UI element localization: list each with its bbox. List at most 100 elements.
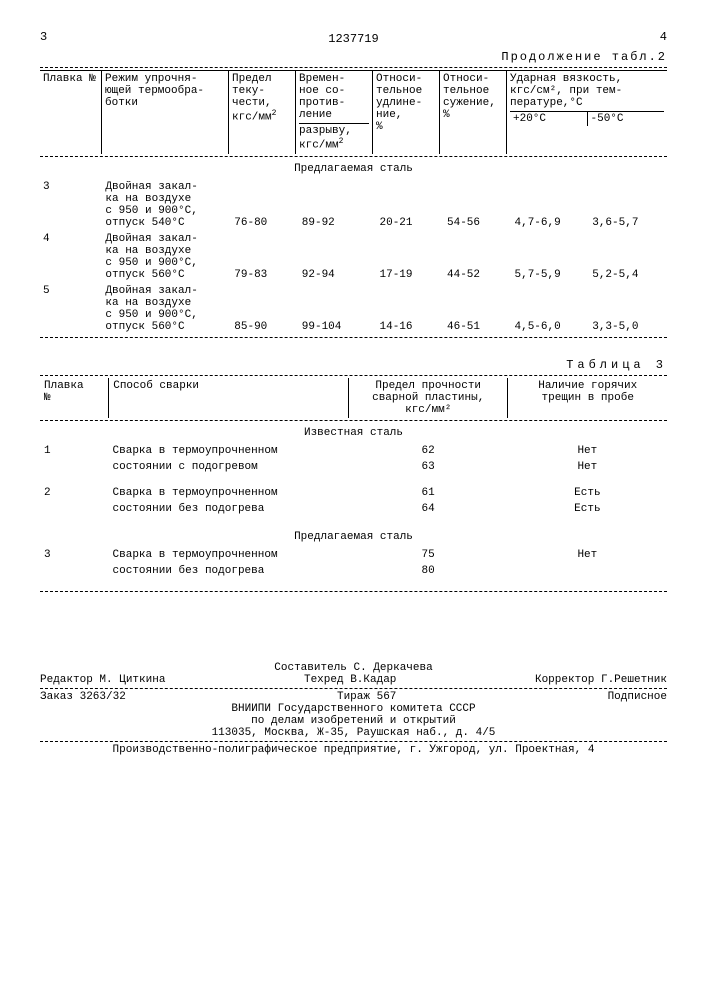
- cell-tensile: 99-104: [299, 283, 377, 335]
- cell-plavka: 3: [40, 547, 109, 563]
- table-3: Плавка№ Способ сварки Предел прочностисв…: [40, 378, 667, 418]
- cell-strength: 62: [348, 443, 507, 459]
- printer: Производственно-полиграфическое предприя…: [40, 744, 667, 756]
- cell-cracks: Есть: [508, 501, 667, 517]
- cell-strength: 75: [348, 547, 507, 563]
- table-row: 2Сварка в термоупрочненном61Есть: [40, 485, 667, 501]
- table-row: 1Сварка в термоупрочненном62Нет: [40, 443, 667, 459]
- divider: [40, 420, 667, 421]
- cell-strength: 80: [348, 563, 507, 579]
- continuation-label: Продолжение табл.2: [40, 50, 667, 64]
- cell-yield: 79-83: [231, 231, 299, 283]
- tirazh: Тираж 567: [337, 691, 396, 703]
- credits-row: Редактор М. Циткина Техред В.Кадар Корре…: [40, 674, 667, 686]
- table-3-title: Таблица 3: [40, 358, 667, 372]
- table-2: Плавка № Режим упрочня-ющей термообра-бо…: [40, 70, 667, 154]
- cell-cracks: Нет: [508, 443, 667, 459]
- cell-method: состоянии без подогрева: [109, 501, 349, 517]
- divider: [40, 741, 667, 742]
- corrector: Корректор Г.Решетник: [535, 674, 667, 686]
- page-num-right: 4: [660, 30, 667, 44]
- page-num-left: 3: [40, 30, 47, 44]
- col-plavka: Плавка №: [40, 71, 102, 154]
- subscription: Подписное: [608, 691, 667, 703]
- cell-cracks: Нет: [508, 459, 667, 475]
- cell-t20: 4,7-6,9: [512, 179, 590, 231]
- order-row: Заказ 3263/32 Тираж 567 Подписное: [40, 691, 667, 703]
- cell-cracks: Нет: [508, 547, 667, 563]
- table-row: состоянии без подогрева80: [40, 563, 667, 579]
- cell-elong: 14-16: [377, 283, 445, 335]
- cell-narrow: 44-52: [444, 231, 512, 283]
- cell-plavka: 2: [40, 485, 109, 501]
- table-row: 3Двойная закал-ка на воздухес 950 и 900°…: [40, 179, 667, 231]
- table-row: состоянии без подогрева64Есть: [40, 501, 667, 517]
- cell-cracks: Есть: [508, 485, 667, 501]
- divider: [40, 375, 667, 376]
- cell-tensile: 89-92: [299, 179, 377, 231]
- table-2-header-row: Плавка № Режим упрочня-ющей термообра-бо…: [40, 71, 667, 154]
- address: 113035, Москва, Ж-35, Раушская наб., д. …: [40, 727, 667, 739]
- table-3-section-proposed: Предлагаемая сталь: [40, 527, 667, 547]
- table-row: 3Сварка в термоупрочненном75Нет: [40, 547, 667, 563]
- cell-method: Сварка в термоупрочненном: [109, 547, 349, 563]
- table-3-header-row: Плавка№ Способ сварки Предел прочностисв…: [40, 378, 667, 418]
- col-elong: Относи-тельноеудлине-ние,%: [373, 71, 440, 154]
- col-t50: -50°С: [587, 112, 665, 126]
- table-row: 4Двойная закал-ка на воздухес 950 и 900°…: [40, 231, 667, 283]
- cell-method: Сварка в термоупрочненном: [109, 485, 349, 501]
- cell-plavka: 3: [40, 179, 102, 231]
- divider: [40, 67, 667, 68]
- cell-plavka: [40, 563, 109, 579]
- col-regime: Режим упрочня-ющей термообра-ботки: [102, 71, 229, 154]
- cell-plavka: 4: [40, 231, 102, 283]
- cell-method: состоянии с подогревом: [109, 459, 349, 475]
- org2: по делам изобретений и открытий: [40, 715, 667, 727]
- divider: [40, 688, 667, 689]
- divider: [40, 591, 667, 592]
- cell-plavka: [40, 459, 109, 475]
- cell-regime: Двойная закал-ка на воздухес 950 и 900°С…: [102, 179, 231, 231]
- cell-elong: 17-19: [377, 231, 445, 283]
- table-2-section: Предлагаемая сталь: [40, 159, 667, 179]
- cell-tensile: 92-94: [299, 231, 377, 283]
- col-tensile: Времен-ное со-против-лениеразрыву,кгс/мм…: [296, 71, 373, 154]
- table-2-body: 3Двойная закал-ка на воздухес 950 и 900°…: [40, 179, 667, 335]
- cell-strength: 61: [348, 485, 507, 501]
- divider: [40, 337, 667, 338]
- cell-regime: Двойная закал-ка на воздухес 950 и 900°С…: [102, 231, 231, 283]
- org1: ВНИИПИ Государственного комитета СССР: [40, 703, 667, 715]
- col-yield: Пределтеку-чести,кгс/мм2: [229, 71, 296, 154]
- cell-yield: 85-90: [231, 283, 299, 335]
- table-3-section-known: Известная сталь: [40, 423, 667, 443]
- cell-strength: 63: [348, 459, 507, 475]
- table-row: 5Двойная закал-ка на воздухес 950 и 900°…: [40, 283, 667, 335]
- cell-t50: 3,6-5,7: [589, 179, 667, 231]
- cell-method: Сварка в термоупрочненном: [109, 443, 349, 459]
- cell-t50: 3,3-5,0: [589, 283, 667, 335]
- table-3-body-known: 1Сварка в термоупрочненном62Нетсостоянии…: [40, 443, 667, 527]
- compiler: Составитель С. Деркачева: [40, 662, 667, 674]
- editor: Редактор М. Циткина: [40, 674, 165, 686]
- cell-narrow: 54-56: [444, 179, 512, 231]
- cell-cracks: [508, 563, 667, 579]
- cell-strength: 64: [348, 501, 507, 517]
- cell-plavka: 5: [40, 283, 102, 335]
- cell-t20: 5,7-5,9: [512, 231, 590, 283]
- cell-method: состоянии без подогрева: [109, 563, 349, 579]
- page-container: 3 4 1237719 Продолжение табл.2 Плавка № …: [0, 0, 707, 776]
- cell-narrow: 46-51: [444, 283, 512, 335]
- col-narrow: Относи-тельноесужение,%: [440, 71, 507, 154]
- cell-t20: 4,5-6,0: [512, 283, 590, 335]
- cell-elong: 20-21: [377, 179, 445, 231]
- col-strength: Предел прочностисварной пластины,кгс/мм²: [348, 378, 508, 418]
- techred: Техред В.Кадар: [304, 674, 396, 686]
- col-t20: +20°С: [510, 112, 587, 126]
- order: Заказ 3263/32: [40, 691, 126, 703]
- cell-regime: Двойная закал-ка на воздухес 950 и 900°С…: [102, 283, 231, 335]
- col-method: Способ сварки: [109, 378, 349, 418]
- cell-yield: 76-80: [231, 179, 299, 231]
- table-3-body-proposed: 3Сварка в термоупрочненном75Нетсостоянии…: [40, 547, 667, 589]
- cell-t50: 5,2-5,4: [589, 231, 667, 283]
- cell-plavka: 1: [40, 443, 109, 459]
